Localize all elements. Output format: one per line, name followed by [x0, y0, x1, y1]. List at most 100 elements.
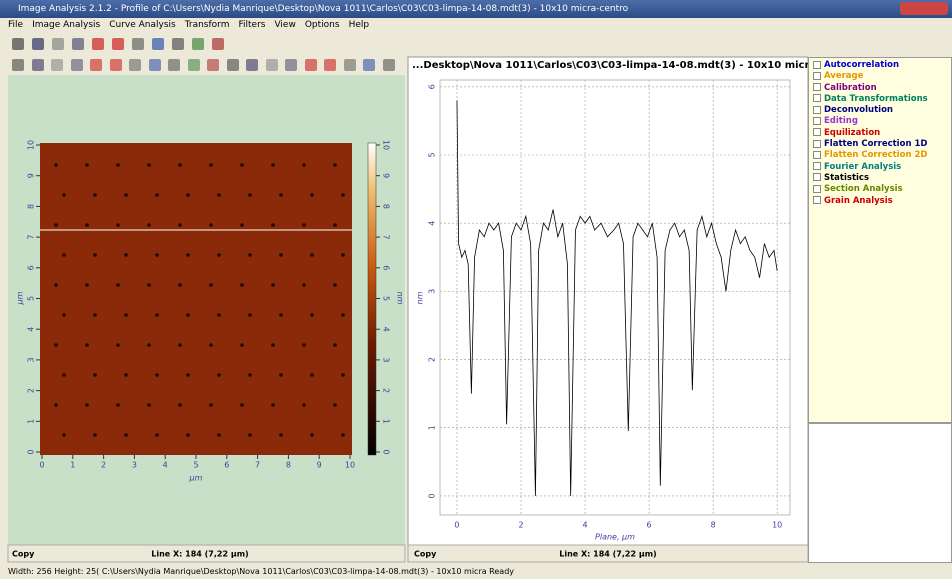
toolbar-button[interactable] — [168, 59, 180, 71]
toolbar-button[interactable] — [363, 59, 375, 71]
expand-box[interactable] — [813, 105, 821, 114]
tree-item[interactable]: Flatten Correction 1D — [813, 139, 947, 150]
toolbar-button[interactable] — [187, 59, 200, 71]
expand-box[interactable] — [813, 150, 821, 159]
expand-box[interactable] — [813, 196, 821, 205]
pit — [279, 373, 283, 377]
pit — [155, 373, 159, 377]
pit — [124, 373, 128, 377]
expand-box[interactable] — [813, 128, 821, 137]
toolbar-button[interactable] — [70, 59, 83, 71]
menu-item[interactable]: File — [8, 20, 24, 30]
toolbar-button[interactable] — [31, 59, 44, 71]
pit — [271, 403, 275, 407]
expand-box[interactable] — [813, 173, 821, 182]
pit — [310, 313, 314, 317]
pit — [54, 283, 58, 287]
pit — [302, 163, 306, 167]
tree-item[interactable]: Autocorrelation — [813, 60, 947, 71]
toolbar-button[interactable] — [265, 59, 278, 71]
toolbar-button[interactable] — [12, 59, 24, 71]
toolbar-button[interactable] — [343, 59, 356, 71]
toolbar-button[interactable] — [52, 38, 64, 50]
menu-item[interactable]: Curve Analysis — [109, 20, 176, 30]
menu-item[interactable]: Filters — [238, 20, 266, 30]
window-controls[interactable] — [900, 2, 948, 15]
toolbar-button[interactable] — [382, 59, 395, 71]
pit — [85, 163, 89, 167]
toolbar-button[interactable] — [90, 59, 102, 71]
menu-item[interactable]: Transform — [184, 20, 230, 30]
expand-box[interactable] — [813, 94, 821, 103]
toolbar-button[interactable] — [148, 59, 161, 71]
toolbar-button[interactable] — [207, 59, 219, 71]
toolbar-button[interactable] — [32, 38, 44, 50]
toolbar-button[interactable] — [172, 38, 184, 50]
expand-box[interactable] — [813, 60, 821, 69]
tree-item[interactable]: Statistics — [813, 173, 947, 184]
x-tick-label: 8 — [286, 461, 291, 470]
pit — [240, 223, 244, 227]
pit — [279, 193, 283, 197]
toolbar-button[interactable] — [132, 38, 144, 50]
menu-item[interactable]: Image Analysis — [32, 20, 101, 30]
pit — [124, 193, 128, 197]
colorbar-tick-label: 1 — [382, 419, 391, 424]
tree-item[interactable]: Grain Analysis — [813, 196, 947, 207]
title-bar: Image Analysis 2.1.2 - Profile of C:\Use… — [0, 0, 952, 18]
expand-box[interactable] — [813, 71, 821, 80]
toolbar-button[interactable] — [12, 38, 24, 50]
pit — [186, 193, 190, 197]
pit — [333, 163, 337, 167]
y-tick-label: 1 — [428, 425, 437, 430]
expand-box[interactable] — [813, 184, 821, 193]
toolbar-button[interactable] — [212, 38, 224, 50]
toolbar-button[interactable] — [112, 38, 124, 50]
tree-label: Data Transformations — [824, 93, 928, 104]
colorbar-tick-label: 9 — [382, 173, 391, 178]
pit — [93, 193, 97, 197]
plot-frame — [439, 79, 791, 516]
toolbar-button[interactable] — [152, 38, 164, 50]
tree-item[interactable]: Calibration — [813, 83, 947, 94]
pit — [217, 253, 221, 257]
colorbar-tick-label: 8 — [382, 204, 391, 209]
toolbar-button[interactable] — [226, 59, 239, 71]
toolbar-button[interactable] — [51, 59, 63, 71]
toolbar-button[interactable] — [246, 59, 258, 71]
pit — [147, 163, 151, 167]
toolbar-button[interactable] — [324, 59, 336, 71]
tree-item[interactable]: Section Analysis — [813, 184, 947, 195]
toolbar-button[interactable] — [129, 59, 141, 71]
expand-box[interactable] — [813, 83, 821, 92]
pit — [155, 433, 159, 437]
toolbar-button[interactable] — [304, 59, 317, 71]
expand-box[interactable] — [813, 139, 821, 148]
toolbar-button[interactable] — [92, 38, 104, 50]
pit — [85, 223, 89, 227]
pit — [310, 373, 314, 377]
tree-item[interactable]: Flatten Correction 2D — [813, 150, 947, 161]
toolbar-button[interactable] — [72, 38, 84, 50]
tree-item[interactable]: Fourier Analysis — [813, 162, 947, 173]
pit — [178, 343, 182, 347]
toolbar-button[interactable] — [109, 59, 122, 71]
colorbar-tick-label: 10 — [382, 140, 391, 150]
tree-item[interactable]: Editing — [813, 116, 947, 127]
tree-item[interactable]: Deconvolution — [813, 105, 947, 116]
expand-box[interactable] — [813, 116, 821, 125]
tree-item[interactable]: Equilization — [813, 128, 947, 139]
tree-item[interactable]: Data Transformations — [813, 94, 947, 105]
menu-item[interactable]: Options — [304, 20, 340, 30]
menu-item[interactable]: Help — [348, 20, 370, 30]
menu-item[interactable]: View — [274, 20, 296, 30]
toolbar-button[interactable] — [285, 59, 297, 71]
y-tick-label: 4 — [428, 221, 437, 226]
expand-box[interactable] — [813, 162, 821, 171]
x-tick-label: 2 — [101, 461, 106, 470]
pit — [178, 223, 182, 227]
pit — [333, 343, 337, 347]
pit — [147, 283, 151, 287]
toolbar-button[interactable] — [192, 38, 204, 50]
tree-item[interactable]: Average — [813, 71, 947, 82]
